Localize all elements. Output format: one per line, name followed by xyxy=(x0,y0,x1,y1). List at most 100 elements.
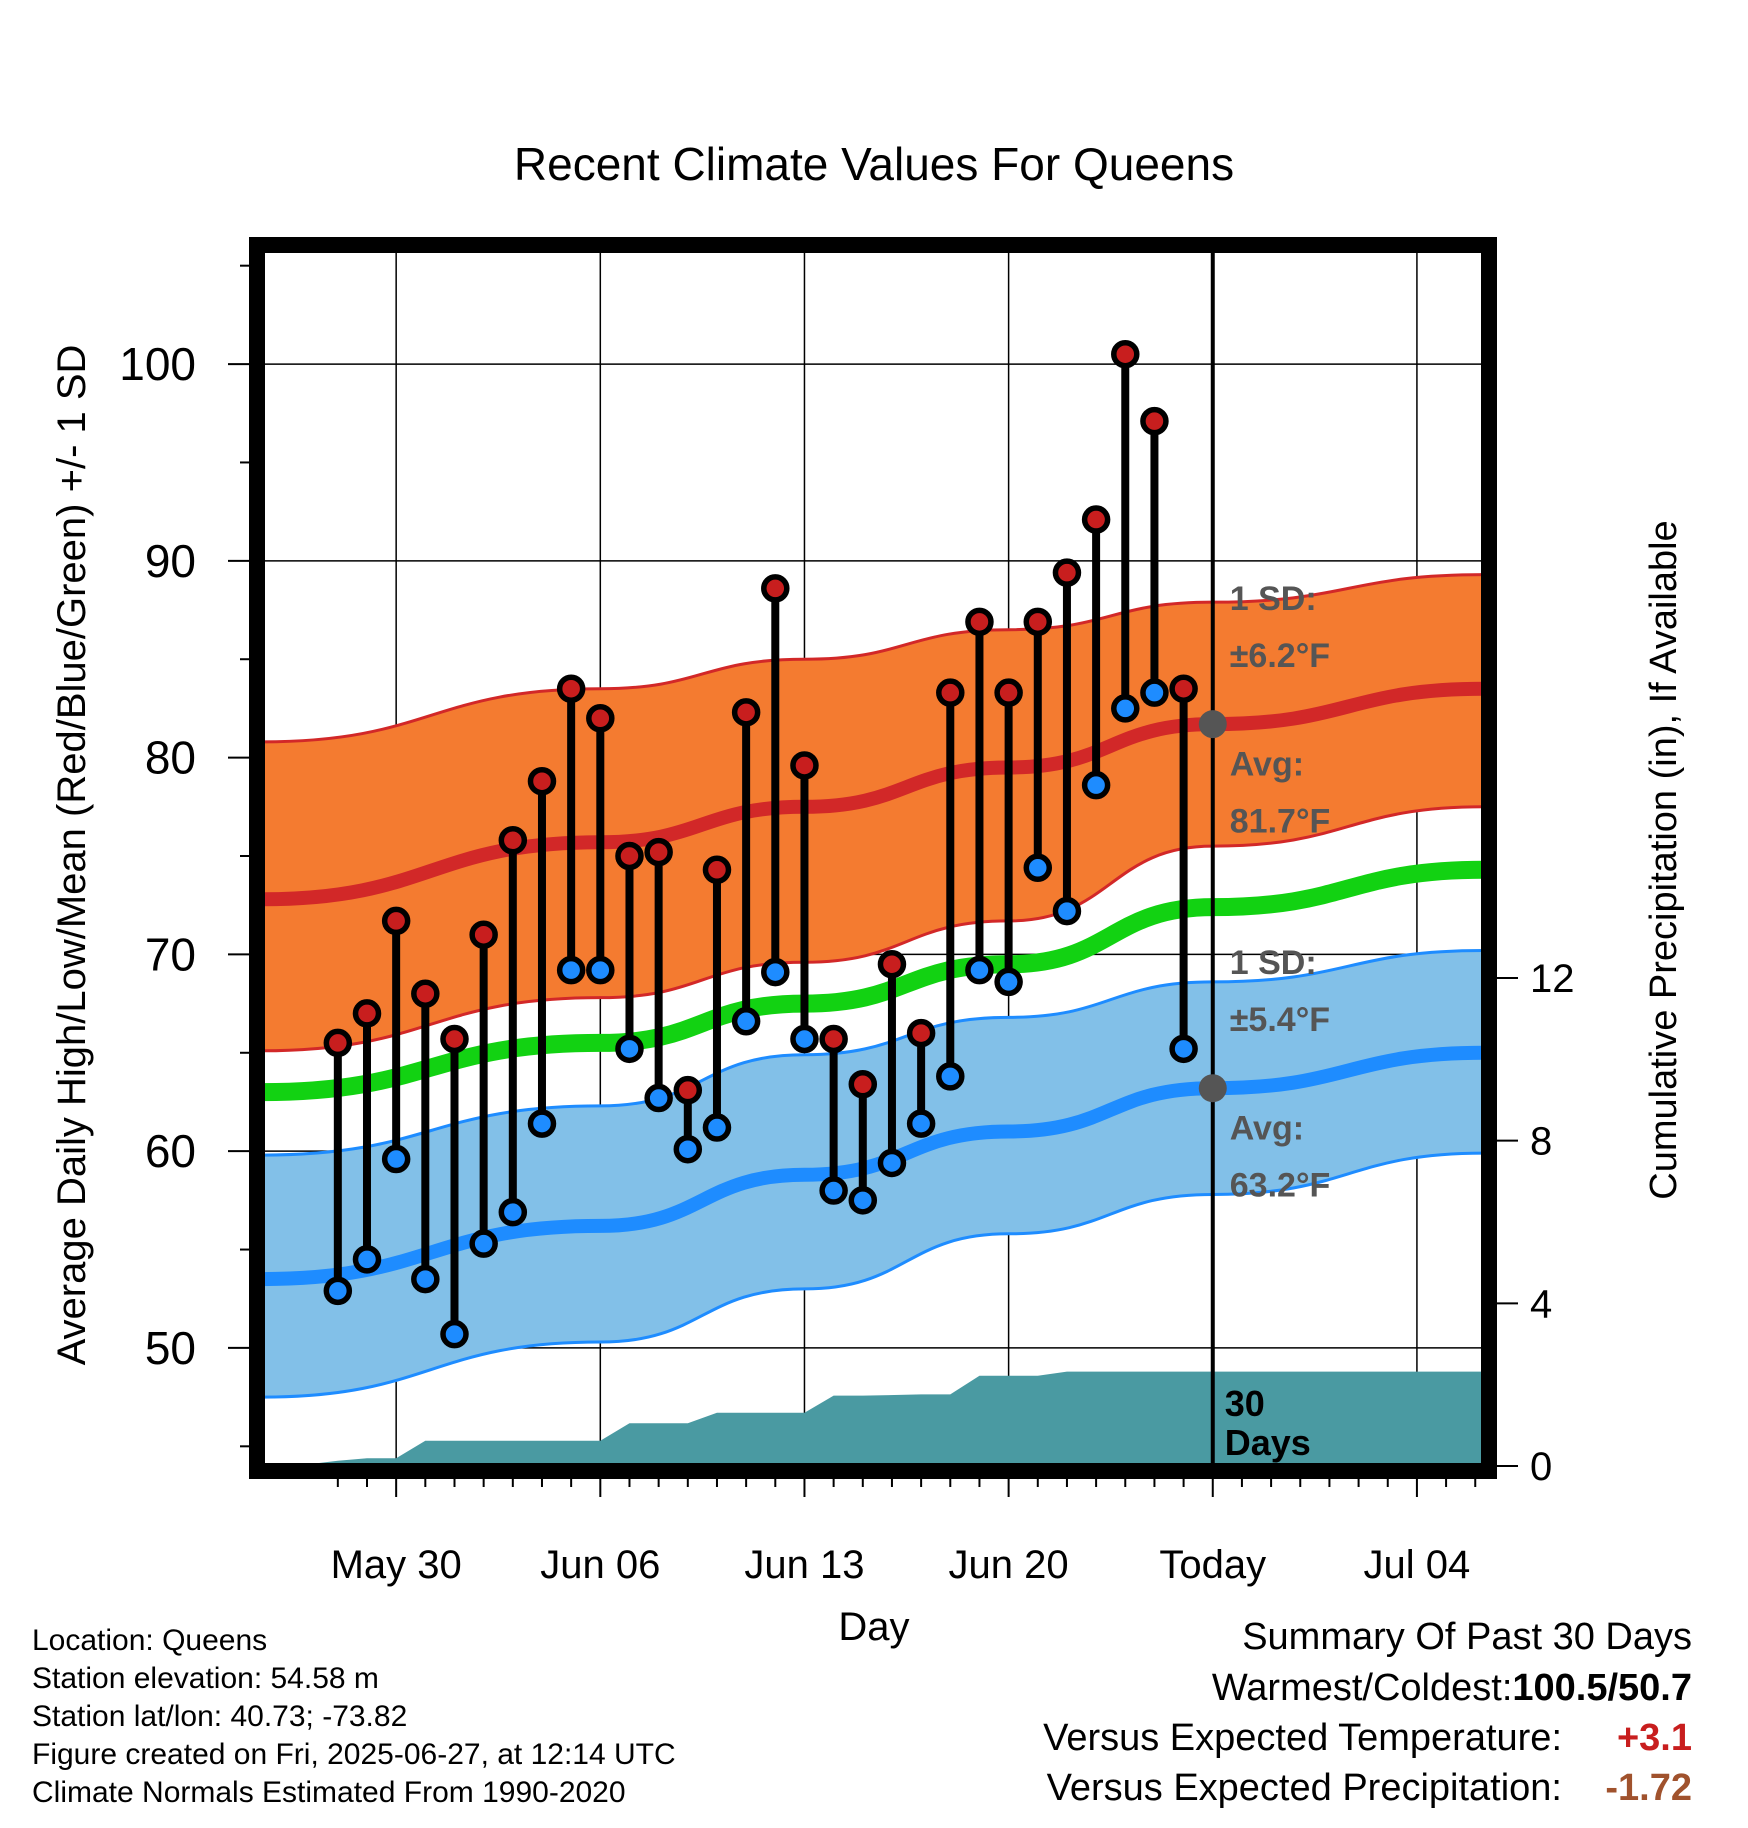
temp-anomaly-label: Versus Expected Temperature: xyxy=(1043,1717,1562,1759)
y-tick-label: 100 xyxy=(119,338,196,390)
plot-frame xyxy=(249,237,1497,1479)
low-point xyxy=(790,1024,819,1054)
low-point xyxy=(469,1229,498,1258)
y-tick-label: 60 xyxy=(145,1125,196,1177)
summary-temp-row: Versus Expected Temperature: +3.1 xyxy=(1043,1717,1692,1760)
high-point xyxy=(936,678,965,707)
high-point xyxy=(644,837,673,867)
station-elevation: Station elevation: 54.58 m xyxy=(32,1662,379,1695)
low-point xyxy=(965,955,994,985)
high-point xyxy=(381,906,411,936)
high-point xyxy=(1111,339,1140,369)
low-sd-label: 1 SD: xyxy=(1230,944,1317,982)
low-point xyxy=(877,1148,907,1178)
high-point xyxy=(819,1024,848,1054)
daily-range-bars xyxy=(333,354,1188,1335)
low-point xyxy=(381,1144,411,1174)
precipitation-fill xyxy=(262,1371,1484,1466)
high-point xyxy=(965,607,994,637)
high-point xyxy=(352,999,382,1028)
chart-title: Recent Climate Values For Queens xyxy=(514,138,1234,190)
precip-anomaly-value: -1.72 xyxy=(1605,1767,1692,1809)
normals-period: Climate Normals Estimated From 1990-2020 xyxy=(32,1776,626,1809)
high-point xyxy=(527,766,557,796)
high-avg-value: 81.7°F xyxy=(1230,802,1331,840)
mean-normal-line xyxy=(262,860,1484,1102)
high-point xyxy=(498,826,528,855)
period-label-number: 30 xyxy=(1225,1383,1265,1424)
low-sd-upper-line xyxy=(262,948,1484,1157)
high-point xyxy=(994,678,1023,707)
low-point xyxy=(1023,853,1053,883)
axes: 50 60 70 80 90 100 0 4 8 12 May 30 Jun 06 Jun 13 Jun … xyxy=(50,264,1685,1649)
low-avg-value: 63.2°F xyxy=(1230,1166,1331,1204)
precipitation-area xyxy=(262,1371,1484,1466)
low-point xyxy=(556,955,586,985)
low-point xyxy=(761,957,790,987)
high-point xyxy=(790,751,819,780)
low-point xyxy=(615,1034,644,1064)
high-point xyxy=(1023,607,1053,637)
high-point xyxy=(673,1075,703,1105)
low-point xyxy=(411,1264,440,1294)
y-tick-label: 90 xyxy=(145,535,196,587)
low-point xyxy=(352,1245,382,1274)
high-point xyxy=(1081,505,1111,534)
low-point xyxy=(702,1113,732,1142)
low-point xyxy=(994,967,1023,997)
high-point xyxy=(1052,558,1082,587)
low-point xyxy=(1052,896,1082,926)
station-location: Location: Queens xyxy=(32,1624,268,1657)
x-tick-label: Jun 20 xyxy=(949,1543,1069,1587)
high-point xyxy=(761,574,790,603)
low-point xyxy=(527,1109,557,1138)
low-point xyxy=(819,1176,848,1205)
low-point xyxy=(498,1197,528,1227)
precip-anomaly-label: Versus Expected Precipitation: xyxy=(1046,1767,1562,1809)
low-point xyxy=(644,1083,673,1113)
high-sd-upper-line xyxy=(262,573,1484,744)
low-point xyxy=(323,1276,353,1306)
low-sd-value: ±5.4°F xyxy=(1230,1001,1330,1039)
y2-tick-label: 0 xyxy=(1530,1445,1552,1489)
warmest-value: 100.5/50.7 xyxy=(1512,1667,1692,1709)
high-point xyxy=(440,1024,469,1054)
x-tick-label: May 30 xyxy=(331,1543,462,1587)
x-tick-label: Jul 04 xyxy=(1364,1543,1471,1587)
high-today-avg-marker xyxy=(1198,710,1227,739)
low-point xyxy=(673,1134,703,1164)
x-tick-label: Jun 13 xyxy=(744,1543,864,1587)
y2-tick-label: 8 xyxy=(1530,1120,1552,1164)
y2-axis-label: Cumulative Precipitation (in), If Availa… xyxy=(1643,520,1685,1199)
y2-tick-label: 12 xyxy=(1530,957,1575,1001)
station-latlon: Station lat/lon: 40.73; -73.82 xyxy=(32,1700,408,1733)
low-point xyxy=(731,1007,761,1036)
period-label-unit: Days xyxy=(1225,1422,1311,1463)
high-point xyxy=(877,949,907,979)
low-today-avg-marker xyxy=(1198,1074,1227,1103)
high-sd-value: ±6.2°F xyxy=(1230,637,1330,675)
temp-anomaly-value: +3.1 xyxy=(1616,1717,1692,1759)
low-point xyxy=(1169,1034,1198,1064)
y-tick-label: 80 xyxy=(145,732,196,784)
y-tick-label: 70 xyxy=(145,928,196,980)
low-point xyxy=(586,955,615,985)
y-tick-label: 50 xyxy=(145,1322,196,1374)
low-point xyxy=(1081,770,1111,800)
normal-annotations: 1 SD: ±6.2°F Avg: 81.7°F 1 SD: ±5.4°F Avg: 63.2… xyxy=(1198,580,1331,1463)
low-point xyxy=(936,1062,965,1091)
summary-title: Summary Of Past 30 Days xyxy=(1242,1616,1692,1658)
high-point xyxy=(411,979,440,1008)
y-axis-label: Average Daily High/Low/Mean (Red/Blue/Gr… xyxy=(50,345,94,1366)
high-point xyxy=(702,855,732,885)
low-sd-lower-line xyxy=(262,1151,1484,1399)
high-point xyxy=(848,1070,878,1099)
plot-border xyxy=(249,237,1497,1479)
low-point xyxy=(440,1319,469,1349)
warmest-label: Warmest/Coldest: xyxy=(1211,1667,1513,1709)
high-sd-label: 1 SD: xyxy=(1230,580,1317,618)
low-point xyxy=(1111,694,1140,723)
summary-warmest-row: Warmest/Coldest:100.5/50.7 xyxy=(1212,1667,1692,1710)
low-point xyxy=(1140,678,1169,707)
low-avg-label: Avg: xyxy=(1230,1109,1304,1147)
